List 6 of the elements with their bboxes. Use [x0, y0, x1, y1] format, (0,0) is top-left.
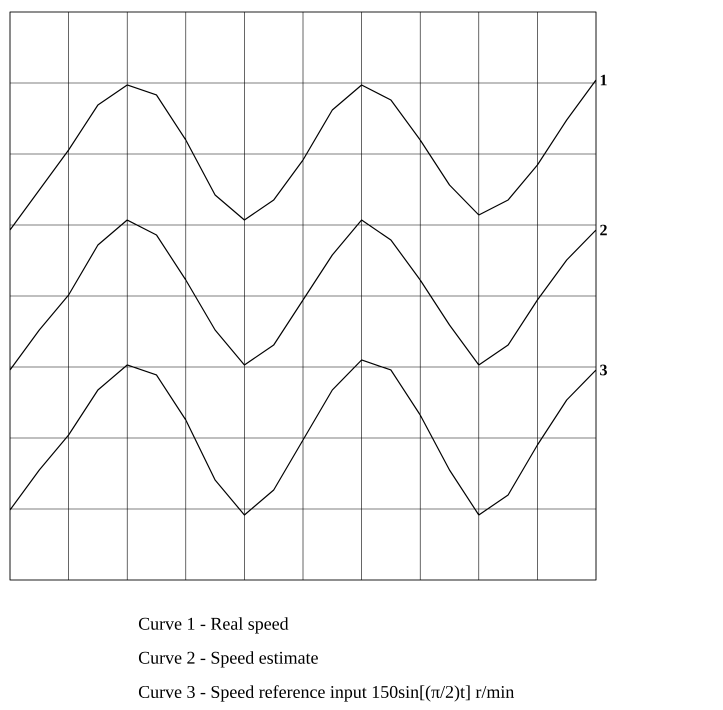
text: Curve 3 - Speed reference input 150sin[(π/2)t] r/min	[138, 685, 514, 702]
text: Curve 2 - Speed estimate	[138, 651, 318, 668]
series-label: 1	[600, 74, 607, 86]
series-label: 2	[600, 224, 607, 236]
series-label: 3	[600, 364, 607, 376]
text: Curve 1 - Real speed	[138, 617, 288, 634]
